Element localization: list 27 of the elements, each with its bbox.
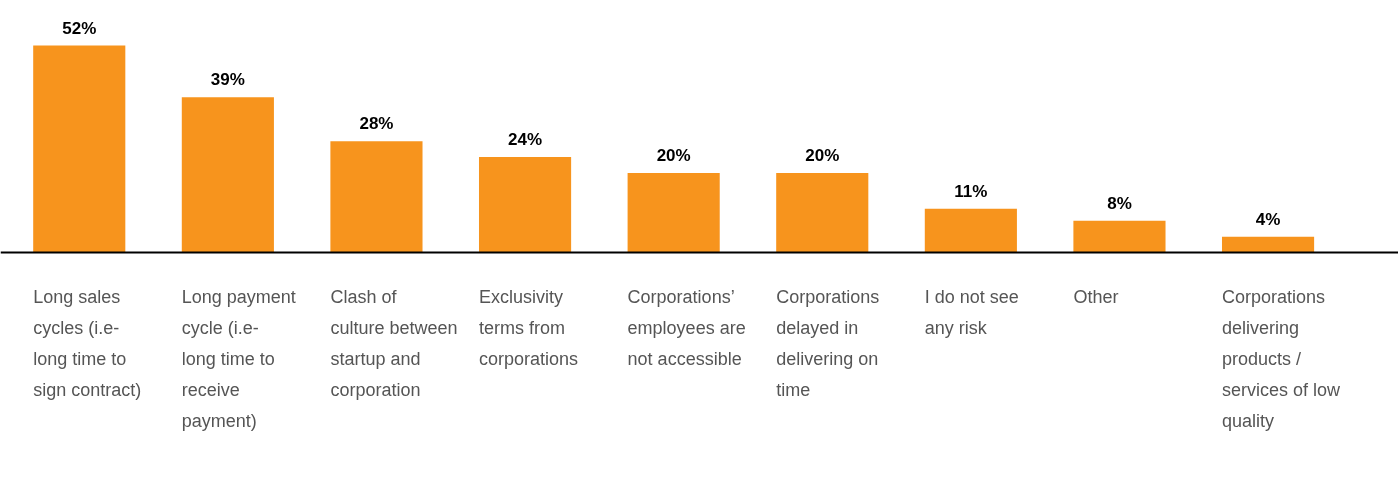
bar xyxy=(776,173,869,253)
x-tick-label: Clash of culture between startup and corporation xyxy=(330,286,458,400)
x-tick-label: Other xyxy=(1073,286,1119,307)
x-tick-label: I do not see any risk xyxy=(924,286,1019,338)
data-label: 20% xyxy=(805,146,840,165)
data-label: 24% xyxy=(508,130,543,150)
x-tick-label: Corporations’ employees are not accessible xyxy=(627,286,746,369)
x-tick-label: Long payment cycle (i.e- long time to receive payment) xyxy=(181,286,296,431)
bar xyxy=(181,97,274,253)
bar xyxy=(33,45,126,253)
bar xyxy=(1073,220,1166,253)
x-tick-label: Exclusivity terms from corporations xyxy=(478,286,579,369)
bar xyxy=(924,208,1017,253)
data-label: 39% xyxy=(210,70,245,90)
data-label: 11% xyxy=(954,181,988,201)
x-tick-label: Corporations delayed in delivering on time xyxy=(776,286,880,400)
x-tick-label: Corporations delivering products / services of low quality xyxy=(1221,286,1342,431)
data-label: 28% xyxy=(359,114,394,134)
bar xyxy=(627,173,720,253)
data-label: 4% xyxy=(1255,209,1281,229)
bar xyxy=(330,141,423,253)
x-tick-label: Long sales cycles (i.e- long time to sign contract) xyxy=(33,286,142,400)
bar xyxy=(478,157,572,253)
data-label: 52% xyxy=(62,18,97,38)
bar xyxy=(1221,236,1315,253)
data-label: 8% xyxy=(1107,193,1132,213)
data-label: 20% xyxy=(656,146,691,165)
